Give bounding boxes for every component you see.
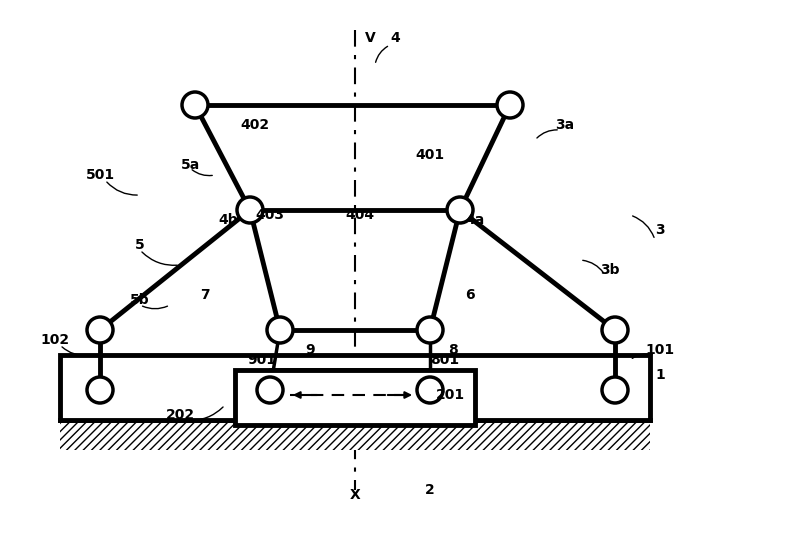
Circle shape bbox=[417, 377, 443, 403]
Bar bbox=[235, 370, 475, 425]
Circle shape bbox=[257, 377, 283, 403]
Text: 201: 201 bbox=[435, 388, 465, 402]
Circle shape bbox=[87, 317, 113, 343]
Circle shape bbox=[267, 317, 293, 343]
Text: 101: 101 bbox=[646, 343, 674, 357]
Text: 801: 801 bbox=[430, 353, 459, 367]
Text: 5b: 5b bbox=[130, 293, 150, 307]
Bar bbox=[60, 355, 650, 420]
Circle shape bbox=[182, 92, 208, 118]
Circle shape bbox=[602, 377, 628, 403]
Text: 1: 1 bbox=[655, 368, 665, 382]
Text: 3a: 3a bbox=[555, 118, 574, 132]
Text: 404: 404 bbox=[346, 208, 374, 222]
Text: 4: 4 bbox=[390, 31, 400, 45]
Text: 202: 202 bbox=[166, 408, 194, 422]
Text: V: V bbox=[365, 31, 375, 45]
Text: 3b: 3b bbox=[600, 263, 620, 277]
Text: 7: 7 bbox=[200, 288, 210, 302]
Circle shape bbox=[497, 92, 523, 118]
Text: 5: 5 bbox=[135, 238, 145, 252]
Circle shape bbox=[87, 377, 113, 403]
Text: 9: 9 bbox=[305, 343, 315, 357]
Text: 2: 2 bbox=[425, 483, 435, 497]
Text: 4a: 4a bbox=[466, 213, 485, 227]
Text: 102: 102 bbox=[41, 333, 70, 347]
Circle shape bbox=[602, 317, 628, 343]
Text: 3: 3 bbox=[655, 223, 665, 237]
Text: 901: 901 bbox=[247, 353, 277, 367]
Text: 5a: 5a bbox=[180, 158, 200, 172]
Text: 402: 402 bbox=[241, 118, 270, 132]
Text: 8: 8 bbox=[448, 343, 458, 357]
Text: 501: 501 bbox=[86, 168, 114, 182]
Text: 401: 401 bbox=[415, 148, 445, 162]
Text: 4b: 4b bbox=[218, 213, 238, 227]
Circle shape bbox=[447, 197, 473, 223]
Text: 403: 403 bbox=[255, 208, 285, 222]
Circle shape bbox=[237, 197, 263, 223]
Bar bbox=[60, 420, 650, 450]
Circle shape bbox=[417, 317, 443, 343]
Text: X: X bbox=[350, 488, 360, 502]
Text: 6: 6 bbox=[465, 288, 475, 302]
